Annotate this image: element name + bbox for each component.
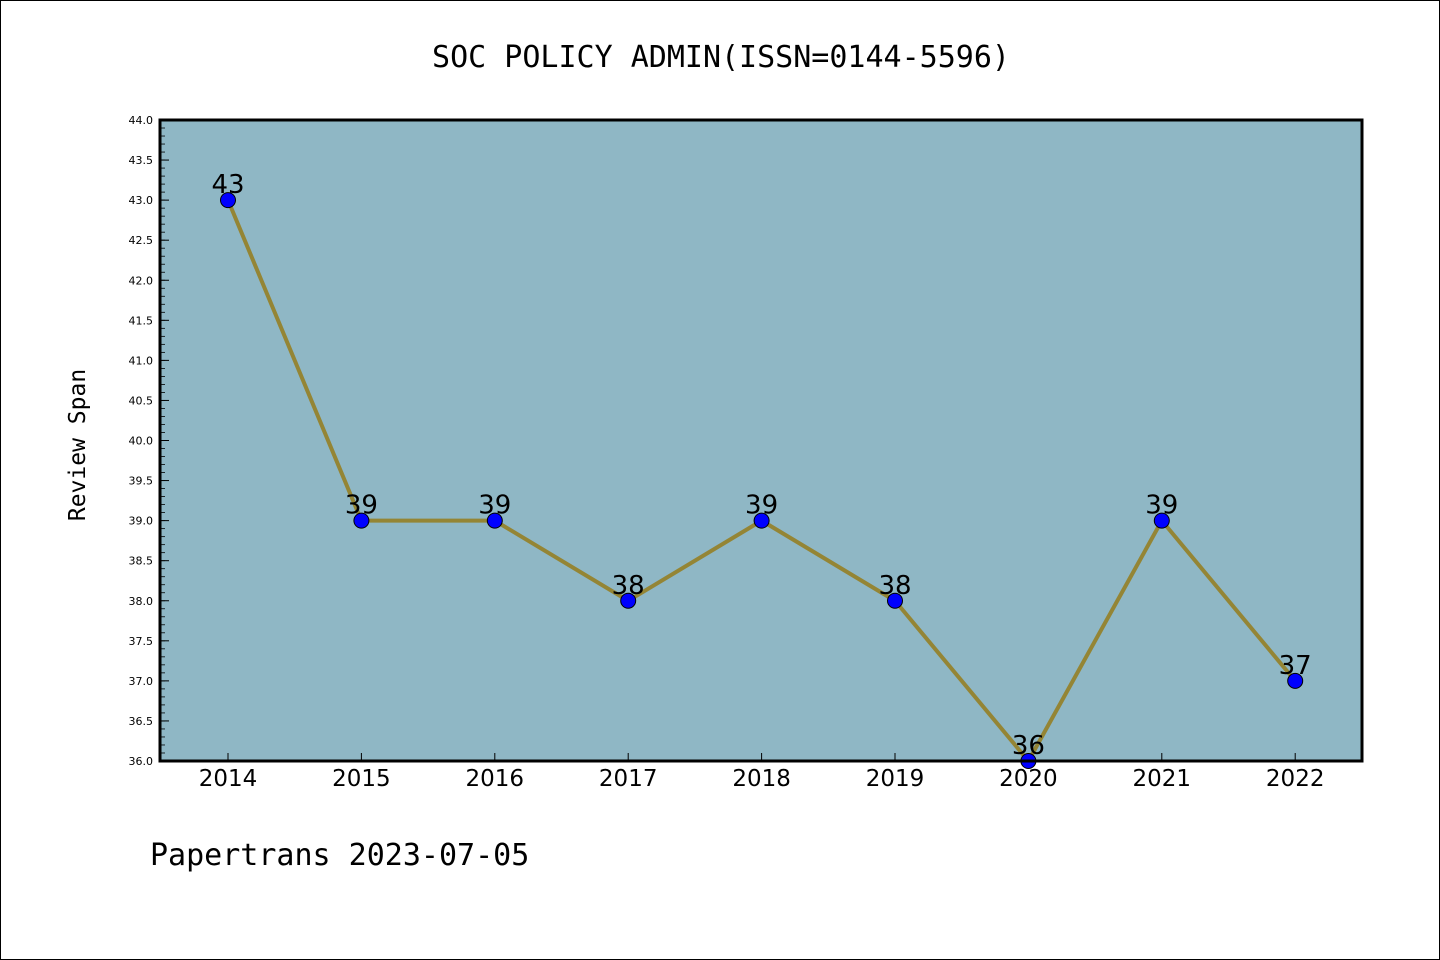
y-tick-label: 38.5 [129, 555, 154, 568]
data-label: 39 [478, 491, 511, 521]
y-tick-label: 41.5 [129, 314, 154, 327]
y-tick-label: 36.0 [129, 755, 154, 768]
y-axis-ticks: 36.0 36.5 37.0 37.5 38.0 38.5 39.0 39.5 40.0 40.5… [129, 114, 169, 768]
y-tick-label: 38.0 [129, 595, 154, 608]
x-tick-label: 2014 [199, 766, 258, 792]
y-tick-label: 44.0 [129, 114, 154, 127]
data-label: 36 [1012, 731, 1045, 761]
plot-area [160, 120, 1362, 761]
x-tick-label: 2021 [1133, 766, 1192, 792]
y-tick-label: 40.5 [129, 394, 154, 407]
y-tick-label: 42.5 [129, 234, 154, 247]
y-tick-label: 40.0 [129, 435, 154, 448]
data-labels: 43 39 39 38 39 38 36 39 37 [211, 170, 1311, 761]
y-tick-label: 41.0 [129, 354, 154, 367]
y-tick-label: 36.5 [129, 715, 154, 728]
x-tick-label: 2016 [466, 766, 525, 792]
x-tick-label: 2018 [732, 766, 791, 792]
x-tick-label: 2020 [999, 766, 1058, 792]
data-label: 39 [1145, 491, 1178, 521]
y-tick-label: 42.0 [129, 274, 154, 287]
footer-text: Papertrans 2023-07-05 [150, 838, 529, 873]
y-tick-label: 39.5 [129, 475, 154, 488]
data-label: 37 [1279, 651, 1312, 681]
data-label: 38 [612, 571, 645, 601]
data-label: 43 [211, 170, 244, 200]
y-tick-label: 43.5 [129, 154, 154, 167]
data-label: 38 [878, 571, 911, 601]
y-axis-label: Review Span [65, 369, 91, 521]
data-point [753, 512, 770, 529]
data-point [1287, 672, 1304, 689]
data-label: 39 [345, 491, 378, 521]
data-point [1153, 512, 1170, 529]
data-point [486, 512, 503, 529]
y-tick-label: 37.0 [129, 675, 154, 688]
x-tick-label: 2015 [332, 766, 391, 792]
data-point [220, 192, 236, 209]
x-tick-label: 2017 [599, 766, 658, 792]
y-tick-label: 43.0 [129, 194, 154, 207]
data-point [353, 512, 370, 529]
data-markers [220, 192, 1304, 769]
x-tick-label: 2019 [866, 766, 925, 792]
x-axis-ticks: 2014 2015 2016 2017 2018 2019 2020 2021 2022 [199, 753, 1325, 792]
y-tick-label: 39.0 [129, 515, 154, 528]
plot-border [158, 118, 1364, 763]
data-label: 39 [745, 491, 778, 521]
x-tick-label: 2022 [1266, 766, 1325, 792]
data-point [887, 592, 903, 609]
data-point [620, 592, 637, 609]
chart-title: SOC POLICY ADMIN(ISSN=0144-5596) [432, 40, 1010, 75]
y-tick-label: 37.5 [129, 635, 154, 648]
